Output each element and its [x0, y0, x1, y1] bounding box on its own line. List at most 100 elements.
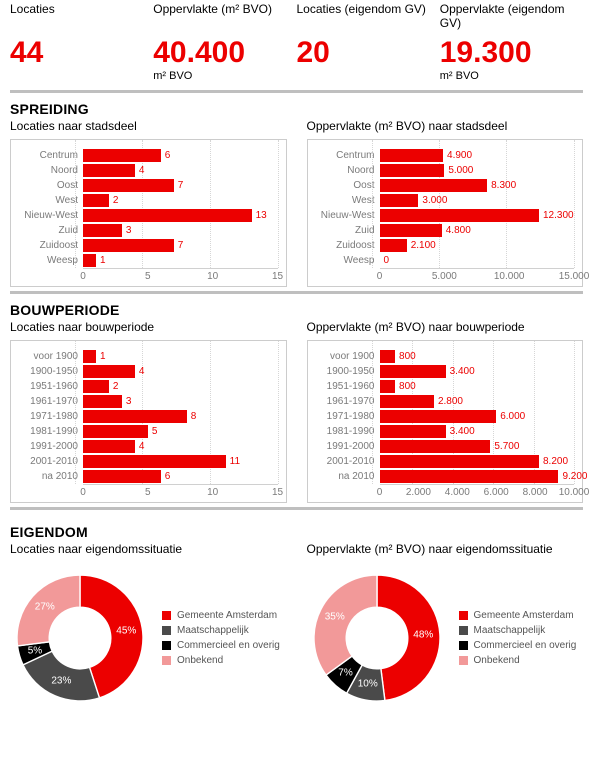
- bar-value: 6: [165, 148, 171, 163]
- bar-row: 1961-19702.800: [316, 394, 575, 409]
- bar-category: West: [316, 195, 380, 206]
- legend-label: Onbekend: [474, 655, 520, 666]
- bar-category: Zuidoost: [316, 240, 380, 251]
- bar-chart: Centrum4.900Noord5.000Oost8.300West3.000…: [307, 139, 584, 287]
- bar-category: Nieuw-West: [316, 210, 380, 221]
- legend-swatch: [162, 641, 171, 650]
- legend: Gemeente AmsterdamMaatschappelijkCommerc…: [459, 606, 577, 670]
- bar-fill: [83, 224, 122, 237]
- legend-swatch: [459, 626, 468, 635]
- bar-category: 1900-1950: [316, 366, 380, 377]
- kpi-row: Locaties 44 Oppervlakte (m² BVO) 40.400 …: [0, 0, 593, 86]
- legend-item: Onbekend: [162, 655, 280, 666]
- bar-fill: [83, 254, 96, 267]
- bar-row: Nieuw-West 12.300: [316, 208, 575, 223]
- legend: Gemeente AmsterdamMaatschappelijkCommerc…: [162, 606, 280, 670]
- bar-value: 2.100: [411, 238, 436, 253]
- legend-label: Gemeente Amsterdam: [177, 610, 277, 621]
- bar-fill: [83, 440, 135, 453]
- bar-fill: [380, 209, 539, 222]
- bar-value: 8.200: [543, 454, 568, 469]
- bar-category: 1991-2000: [316, 441, 380, 452]
- bar-fill: [83, 239, 174, 252]
- legend-item: Maatschappelijk: [162, 625, 280, 636]
- bar-row: 1971-19808: [19, 409, 278, 424]
- donut-label: 27%: [35, 601, 55, 612]
- spreiding-left: Locaties naar stadsdeel Centrum6Noord4Oo…: [10, 117, 287, 287]
- bar-row: Oost8.300: [316, 178, 575, 193]
- legend-label: Maatschappelijk: [177, 625, 249, 636]
- legend-item: Gemeente Amsterdam: [162, 610, 280, 621]
- bouwperiode-left: Locaties naar bouwperiode voor 190011900…: [10, 318, 287, 503]
- bar-row: Zuidoost 2.100: [316, 238, 575, 253]
- donut-wrap: 48%10%7%35% Gemeente AmsterdamMaatschapp…: [307, 562, 584, 720]
- bar-category: Oost: [19, 180, 83, 191]
- bar-value: 2.800: [438, 394, 463, 409]
- bar-row: 1991-20005.700: [316, 439, 575, 454]
- bar-fill: [380, 410, 497, 423]
- bar-fill: [83, 380, 109, 393]
- kpi-label: Locaties (eigendom GV): [297, 2, 434, 32]
- kpi-value: 40.400: [153, 38, 290, 68]
- section-title-bouwperiode: BOUWPERIODE: [0, 298, 593, 318]
- bar-value: 12.300: [543, 208, 574, 223]
- bar-row: Zuid 3: [19, 223, 278, 238]
- bar-row: Oost7: [19, 178, 278, 193]
- x-axis: 051015: [83, 484, 278, 498]
- legend-item: Onbekend: [459, 655, 577, 666]
- bar-fill: [380, 365, 446, 378]
- bar-value: 11: [230, 454, 240, 469]
- bar-row: Weesp0: [316, 253, 575, 268]
- bar-value: 3.400: [450, 424, 475, 439]
- bar-value: 6: [165, 469, 171, 484]
- legend-swatch: [459, 611, 468, 620]
- bar-fill: [380, 350, 396, 363]
- bar-value: 8: [191, 409, 197, 424]
- bar-category: Zuid: [19, 225, 83, 236]
- bar-fill: [380, 395, 434, 408]
- bar-category: na 2010: [316, 471, 380, 482]
- bar-fill: [83, 395, 122, 408]
- bar-row: 1961-19703: [19, 394, 278, 409]
- kpi-label: Oppervlakte (eigendom GV): [440, 2, 577, 32]
- chart-title: Locaties naar bouwperiode: [10, 318, 287, 340]
- bar-row: 2001-20108.200: [316, 454, 575, 469]
- bar-fill: [380, 455, 539, 468]
- donut-label: 35%: [325, 611, 345, 622]
- bar-fill: [380, 149, 444, 162]
- bar-value: 4: [139, 364, 145, 379]
- kpi-locaties-gv: Locaties (eigendom GV) 20: [297, 2, 440, 82]
- bar-value: 4: [139, 439, 145, 454]
- bar-category: Centrum: [19, 150, 83, 161]
- bar-value: 4: [139, 163, 145, 178]
- bar-row: Noord4: [19, 163, 278, 178]
- bar-row: West2: [19, 193, 278, 208]
- bar-category: 1971-1980: [316, 411, 380, 422]
- bar-fill: [380, 440, 491, 453]
- bar-category: Noord: [316, 165, 380, 176]
- bouwperiode-right: Oppervlakte (m² BVO) naar bouwperiode vo…: [307, 318, 584, 503]
- bar-category: Nieuw-West: [19, 210, 83, 221]
- bar-value: 1: [100, 253, 106, 268]
- kpi-oppervlakte-gv: Oppervlakte (eigendom GV) 19.300 m² BVO: [440, 2, 583, 82]
- bar-value: 800: [399, 349, 416, 364]
- donut-label: 10%: [358, 679, 378, 690]
- bar-row: Weesp1: [19, 253, 278, 268]
- bar-category: Zuid: [316, 225, 380, 236]
- donut-chart: 45%23%5%27%: [10, 568, 150, 708]
- donut-label: 45%: [116, 625, 136, 636]
- bar-category: 2001-2010: [19, 456, 83, 467]
- legend-label: Onbekend: [177, 655, 223, 666]
- bar-category: voor 1900: [316, 351, 380, 362]
- legend-label: Maatschappelijk: [474, 625, 546, 636]
- donut-label: 23%: [51, 676, 71, 687]
- bar-row: 2001-2010 11: [19, 454, 278, 469]
- spreiding-right: Oppervlakte (m² BVO) naar stadsdeel Cent…: [307, 117, 584, 287]
- bar-value: 4.800: [446, 223, 471, 238]
- chart-title: Oppervlakte (m² BVO) naar eigendomssitua…: [307, 540, 584, 562]
- bar-row: Centrum4.900: [316, 148, 575, 163]
- bar-category: West: [19, 195, 83, 206]
- bar-value: 3: [126, 223, 132, 238]
- bar-fill: [83, 365, 135, 378]
- eigendom-right: Oppervlakte (m² BVO) naar eigendomssitua…: [307, 540, 584, 720]
